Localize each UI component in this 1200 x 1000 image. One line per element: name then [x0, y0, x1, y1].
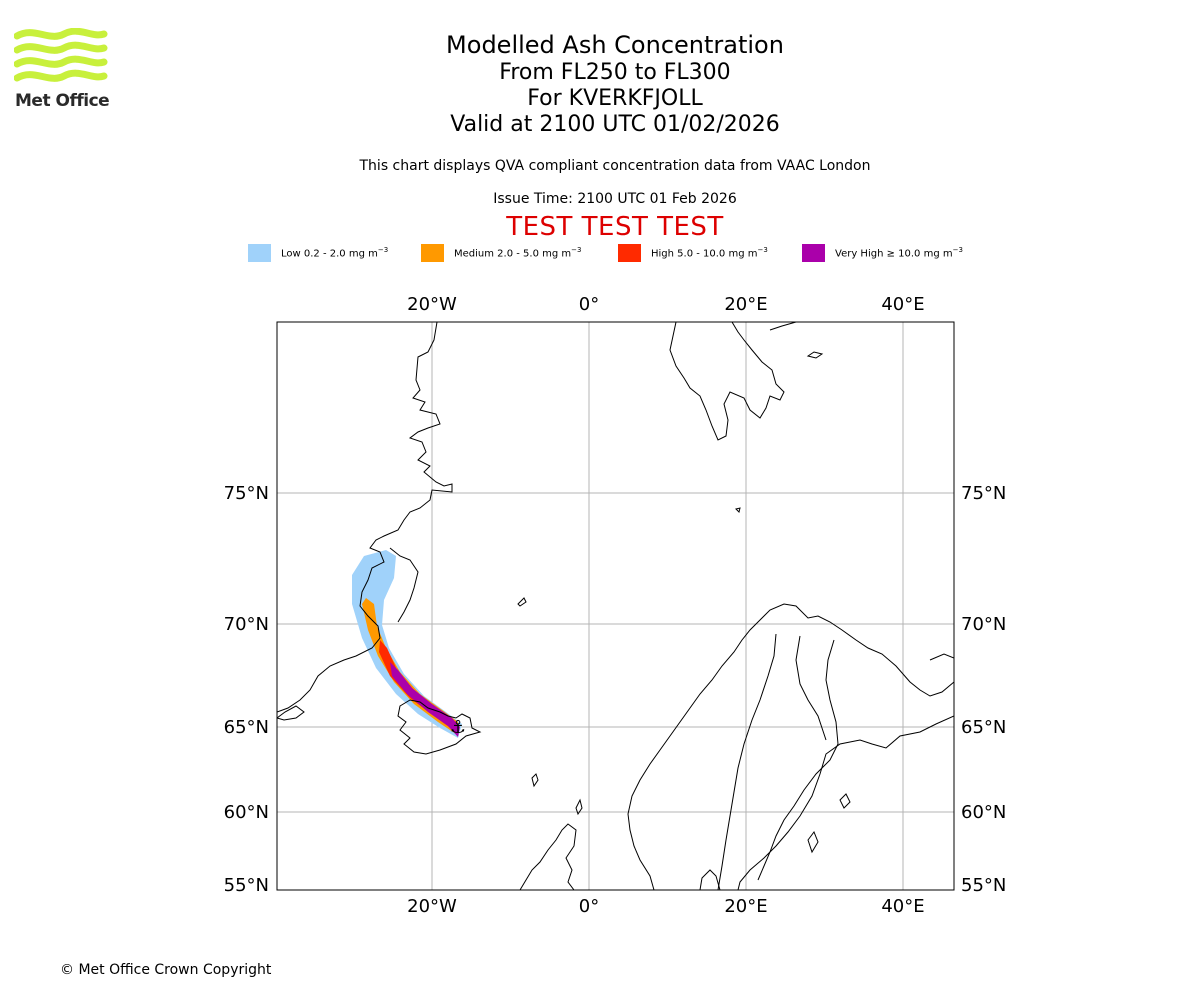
- coastline-shetland: [575, 798, 583, 816]
- tick-bottom-40e: 40°E: [881, 896, 924, 917]
- tick-right-70n: 70°N: [961, 614, 1006, 635]
- tick-top-0: 0°: [579, 294, 599, 315]
- legend-swatch-very-high: [802, 244, 825, 262]
- legend-item-medium: Medium 2.0 - 5.0 mg m−3: [421, 244, 581, 262]
- ash-area-low: [352, 550, 462, 738]
- tick-bottom-20w: 20°W: [407, 896, 457, 917]
- chart-subtitle: This chart displays QVA compliant concen…: [359, 158, 871, 174]
- legend-swatch-high: [618, 244, 641, 262]
- coastline-faroe: [531, 773, 539, 788]
- legend-item-very-high: Very High ≥ 10.0 mg m−3: [802, 244, 963, 262]
- test-banner: TEST TEST TEST: [506, 212, 724, 242]
- tick-left-65n: 65°N: [224, 717, 269, 738]
- copyright-notice: © Met Office Crown Copyright: [60, 962, 272, 978]
- lon-ticks-bottom: 20°W 0° 20°E 40°E: [407, 896, 924, 917]
- issue-time: Issue Time: 2100 UTC 01 Feb 2026: [493, 191, 737, 207]
- tick-left-60n: 60°N: [224, 802, 269, 823]
- chart-title: Modelled Ash Concentration: [446, 31, 784, 59]
- legend-label-low: Low 0.2 - 2.0 mg m: [281, 248, 378, 260]
- chart-title-block: Modelled Ash Concentration From FL250 to…: [300, 30, 930, 138]
- tick-left-75n: 75°N: [224, 483, 269, 504]
- coastline-bear-island: [735, 507, 741, 513]
- legend-label-high: High 5.0 - 10.0 mg m: [651, 248, 758, 260]
- coastline-norway-sweden-finland: [627, 603, 954, 890]
- legend-label-very-high: Very High ≥ 10.0 mg m: [835, 248, 953, 260]
- volcano-marker-icon: ⚓: [450, 717, 466, 738]
- coastline-kola: [929, 653, 954, 661]
- coastline-aland: [839, 793, 851, 809]
- border-norway-sweden: [717, 633, 777, 890]
- coastline-kong-karls-land: [806, 351, 824, 359]
- lat-ticks-left: 75°N 70°N 65°N 60°N 55°N: [224, 483, 269, 896]
- volcano-name: For KVERKFJOLL: [527, 86, 703, 111]
- legend-swatch-low: [248, 244, 271, 262]
- coastline-jan-mayen: [517, 597, 527, 607]
- lon-ticks-top: 20°W 0° 20°E 40°E: [407, 294, 924, 315]
- map-content: ⚓: [277, 322, 954, 890]
- tick-right-55n: 55°N: [961, 875, 1006, 896]
- coastline-scotland: [519, 823, 577, 890]
- tick-left-55n: 55°N: [224, 875, 269, 896]
- coastline-greenland-fjords: [389, 547, 419, 623]
- coastline-svalbard: [669, 322, 785, 441]
- border-sweden-finland: [795, 635, 827, 741]
- logo-text: Met Office: [15, 91, 110, 111]
- tick-right-65n: 65°N: [961, 717, 1006, 738]
- coastline-denmark: [699, 869, 721, 890]
- graticule: [277, 322, 954, 890]
- tick-right-75n: 75°N: [961, 483, 1006, 504]
- tick-bottom-20e: 20°E: [724, 896, 767, 917]
- legend-label-medium: Medium 2.0 - 5.0 mg m: [454, 248, 572, 260]
- legend-item-high: High 5.0 - 10.0 mg m−3: [618, 244, 768, 262]
- flight-level-range: From FL250 to FL300: [499, 60, 731, 85]
- tick-top-40e: 40°E: [881, 294, 924, 315]
- met-office-waves-icon: [14, 28, 108, 82]
- tick-top-20e: 20°E: [724, 294, 767, 315]
- coastline-baltic: [737, 715, 954, 890]
- tick-bottom-0: 0°: [579, 896, 599, 917]
- valid-time: Valid at 2100 UTC 01/02/2026: [450, 112, 780, 137]
- ash-plume: [352, 550, 462, 738]
- coastlines: [277, 322, 954, 890]
- coastline-greenland-east: [277, 322, 453, 713]
- map-frame: [276, 321, 955, 891]
- tick-top-20w: 20°W: [407, 294, 457, 315]
- ash-area-very-high: [390, 662, 460, 737]
- coastline-iceland: [397, 699, 482, 755]
- legend-swatch-medium: [421, 244, 444, 262]
- tick-right-60n: 60°N: [961, 802, 1006, 823]
- legend-item-low: Low 0.2 - 2.0 mg m−3: [248, 244, 388, 262]
- met-office-logo: Met Office: [14, 28, 110, 113]
- lat-ticks-right: 75°N 70°N 65°N 60°N 55°N: [961, 483, 1006, 896]
- coastline-gulf-of-bothnia: [757, 639, 839, 881]
- coastline-greenland-southwest: [277, 705, 305, 721]
- tick-left-70n: 70°N: [224, 614, 269, 635]
- coastline-svalbard-east: [769, 322, 797, 331]
- coastline-gotland: [807, 830, 819, 854]
